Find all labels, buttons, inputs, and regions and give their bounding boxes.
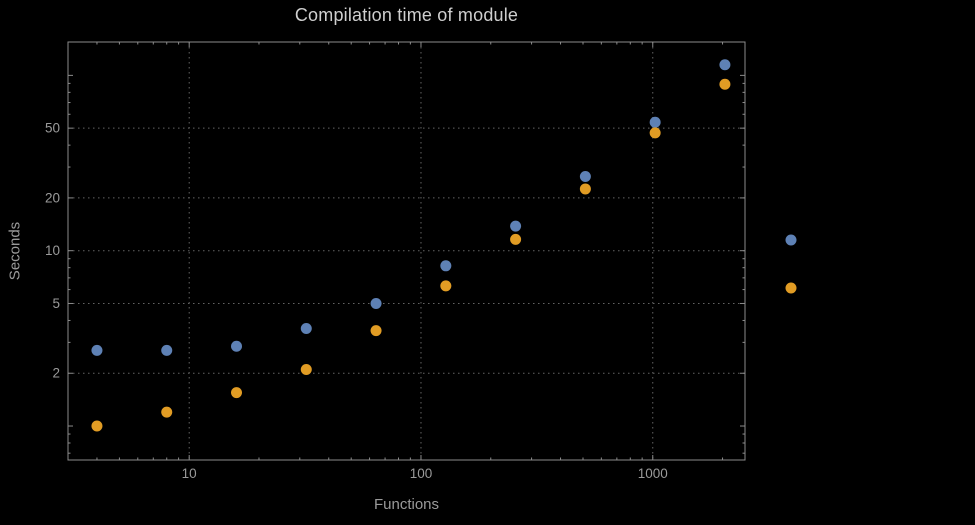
- data-point-series-orange: [91, 420, 103, 432]
- data-point-series-orange: [370, 325, 382, 337]
- data-point-series-orange: [161, 406, 173, 418]
- data-point-series-orange: [719, 78, 731, 90]
- legend-marker: [785, 282, 797, 294]
- y-tick-label: 50: [45, 121, 60, 136]
- data-point-series-blue: [300, 322, 312, 334]
- data-point-series-blue: [649, 116, 661, 128]
- data-point-series-blue: [579, 170, 591, 182]
- x-tick-label: 10: [182, 466, 197, 481]
- data-point-series-orange: [300, 364, 312, 376]
- data-point-series-blue: [440, 260, 452, 272]
- data-point-series-orange: [579, 183, 591, 195]
- data-point-series-orange: [649, 127, 661, 139]
- data-point-series-blue: [91, 344, 103, 356]
- y-tick-label: 20: [45, 190, 60, 205]
- data-point-series-blue: [161, 344, 173, 356]
- data-point-series-orange: [231, 387, 243, 399]
- data-point-series-blue: [231, 340, 243, 352]
- data-point-series-orange: [510, 233, 522, 245]
- x-axis-label: Functions: [373, 496, 440, 513]
- y-tick-label: 10: [45, 243, 60, 258]
- legend-marker: [785, 234, 797, 246]
- y-tick-label: 5: [52, 296, 60, 311]
- x-tick-label: 1000: [638, 466, 668, 481]
- x-tick-label: 100: [410, 466, 433, 481]
- data-point-series-orange: [440, 280, 452, 292]
- data-point-series-blue: [370, 297, 382, 309]
- y-tick-label: 2: [52, 366, 60, 381]
- y-axis-label: Seconds: [6, 221, 24, 281]
- data-point-series-blue: [510, 220, 522, 232]
- data-point-series-blue: [719, 59, 731, 71]
- chart-title: Compilation time of module: [294, 5, 519, 25]
